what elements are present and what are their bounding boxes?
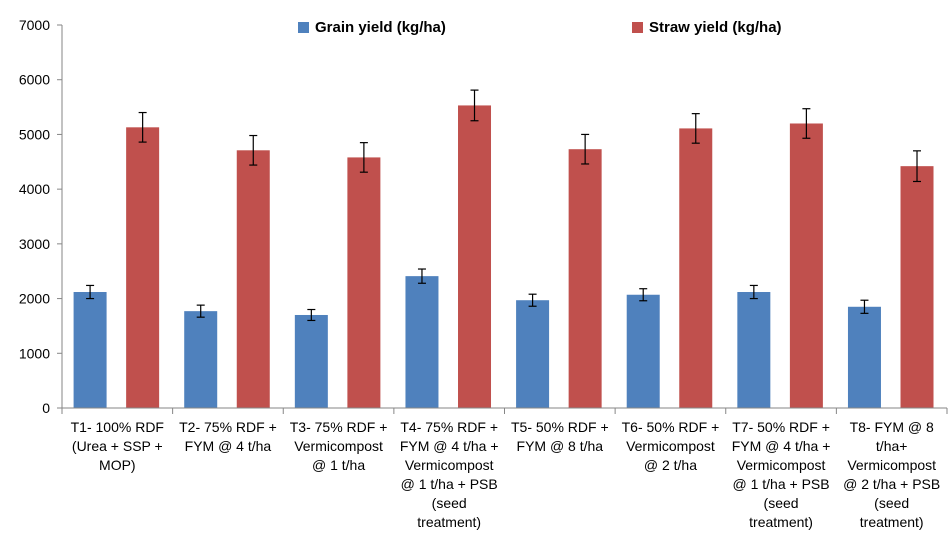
- error-bar: [417, 268, 426, 284]
- error-bar: [581, 133, 590, 165]
- error-bar: [691, 113, 700, 144]
- grain-yield-bar: [294, 314, 328, 408]
- error-bar: [86, 284, 95, 300]
- y-tick-label: 4000: [19, 181, 50, 197]
- y-tick-label: 2000: [19, 291, 50, 307]
- error-bar: [749, 284, 758, 300]
- straw-yield-bar: [679, 128, 713, 408]
- x-category-label: T5- 50% RDF + FYM @ 8 t/ha: [511, 419, 609, 454]
- grain-yield-bar: [73, 292, 107, 408]
- error-bar: [860, 299, 869, 314]
- x-category-label: T4- 75% RDF + FYM @ 4 t/ha + Vermicompost @…: [400, 419, 499, 530]
- error-bar: [913, 150, 922, 183]
- straw-yield-bar: [126, 127, 160, 409]
- y-tick-label: 0: [42, 400, 50, 416]
- error-bar: [307, 308, 316, 322]
- straw-yield-bar: [900, 166, 934, 408]
- error-bar: [138, 111, 147, 143]
- legend-swatch: [298, 22, 309, 33]
- x-category-label: T7- 50% RDF + FYM @ 4 t/ha + Vermicompost @…: [732, 419, 831, 530]
- y-tick-label: 7000: [19, 17, 50, 33]
- error-bar: [802, 108, 811, 139]
- straw-yield-bar: [789, 123, 823, 408]
- y-tick-label: 1000: [19, 345, 50, 361]
- legend-item: Straw yield (kg/ha): [632, 19, 782, 36]
- straw-yield-bar: [568, 149, 602, 409]
- error-bar: [639, 288, 648, 302]
- error-bar: [249, 134, 258, 166]
- legend-swatch: [632, 22, 643, 33]
- grain-yield-bar: [405, 276, 439, 408]
- x-category-label: T8- FYM @ 8 t/ha+ Vermicompost @ 2 t/ha + P…: [843, 419, 940, 530]
- x-category-label: T2- 75% RDF + FYM @ 4 t/ha: [179, 419, 277, 454]
- grain-yield-bar: [847, 306, 881, 408]
- straw-yield-bar: [458, 105, 492, 409]
- error-bar: [470, 89, 479, 122]
- x-category-label: T6- 50% RDF + Vermicompost @ 2 t/ha: [622, 419, 720, 473]
- y-tick-label: 5000: [19, 126, 50, 142]
- legend-item: Grain yield (kg/ha): [298, 19, 446, 36]
- error-bar: [196, 304, 205, 318]
- x-category-label: T1- 100% RDF (Urea + SSP + MOP): [71, 419, 164, 473]
- bars: [73, 89, 934, 409]
- x-category-label: T3- 75% RDF + Vermicompost @ 1 t/ha: [290, 419, 388, 473]
- legend-label: Straw yield (kg/ha): [649, 19, 782, 36]
- grain-yield-bar: [737, 292, 771, 408]
- grain-yield-bar: [626, 294, 660, 408]
- y-tick-label: 3000: [19, 236, 50, 252]
- legend-label: Grain yield (kg/ha): [315, 19, 446, 36]
- error-bar: [359, 142, 368, 173]
- straw-yield-bar: [347, 157, 381, 408]
- legend: Grain yield (kg/ha) Straw yield (kg/ha): [298, 19, 782, 36]
- grain-yield-bar: [516, 300, 550, 408]
- y-axis: 0 1000 2000 3000 4000 5000 6000 7000: [19, 17, 63, 416]
- y-tick-label: 6000: [19, 72, 50, 88]
- straw-yield-bar: [236, 150, 270, 408]
- x-axis: T1- 100% RDF (Urea + SSP + MOP) T2- 75% RDF…: [61, 407, 948, 530]
- grain-yield-bar: [184, 311, 218, 408]
- error-bar: [528, 293, 537, 307]
